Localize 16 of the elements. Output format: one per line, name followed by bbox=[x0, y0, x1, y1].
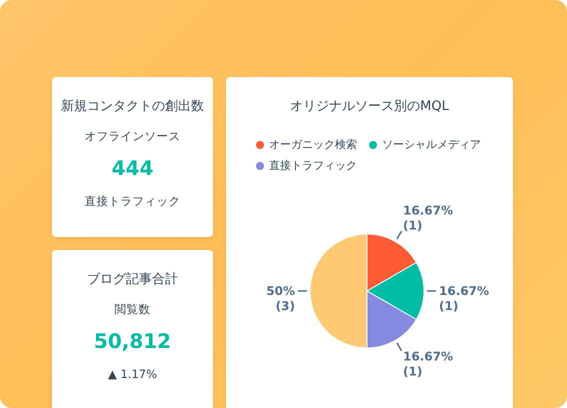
data-label: 16.67% (1) bbox=[439, 284, 489, 313]
text: 新規コンタクトの創出数 bbox=[60, 98, 205, 115]
data-label: 16.67% (1) bbox=[403, 349, 453, 378]
text: 閲覧数 bbox=[114, 302, 152, 317]
text: オフラインソース bbox=[84, 129, 182, 144]
text: 50,812 bbox=[92, 329, 172, 353]
text: ブログ記事合計 bbox=[86, 271, 179, 288]
data-label: 16.67% (1) bbox=[403, 204, 453, 233]
text: 直接トラフィック bbox=[84, 194, 182, 209]
text: 444 bbox=[110, 156, 154, 180]
legend-label: ソーシャルメディア bbox=[382, 137, 481, 152]
chart-title: オリジナルソース別のMQL bbox=[289, 98, 450, 115]
legend-label: 直接トラフィック bbox=[269, 158, 357, 173]
data-label: 50% (3) bbox=[266, 284, 295, 313]
text: ▲ 1.17% bbox=[106, 367, 158, 381]
legend-label: オーガニック検索 bbox=[269, 137, 357, 152]
